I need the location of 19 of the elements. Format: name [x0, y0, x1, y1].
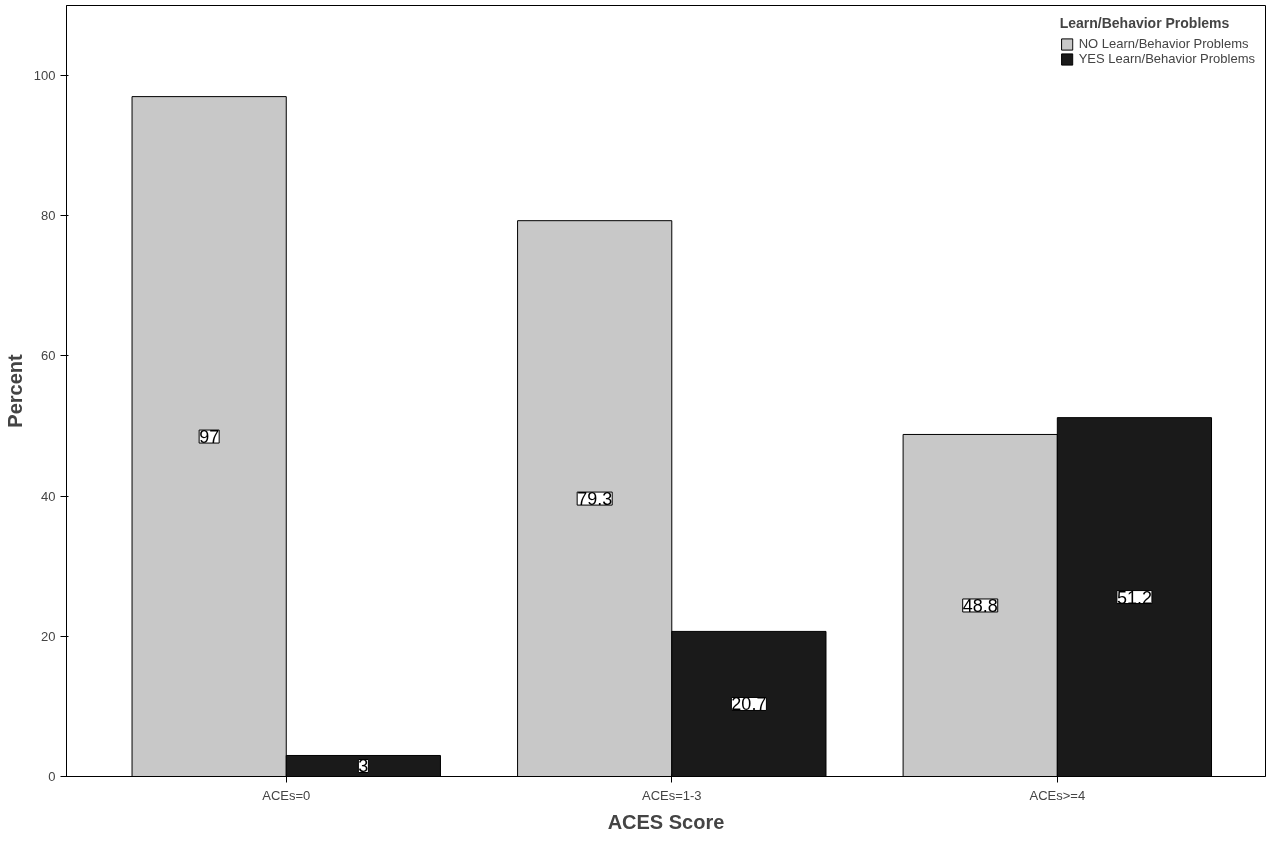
data-label: 20.7: [731, 694, 767, 715]
data-label: 51.2: [1116, 587, 1152, 608]
y-tick-label: 40: [41, 488, 56, 504]
y-tick-label: 60: [41, 348, 56, 364]
x-axis-title: ACES Score: [607, 810, 725, 833]
x-tick-label: ACEs=1-3: [641, 787, 702, 803]
legend-title: Learn/Behavior Problems: [1059, 15, 1231, 31]
data-label: 79.3: [577, 489, 613, 510]
y-tick-label: 20: [41, 628, 56, 644]
legend-label: YES Learn/Behavior Problems: [1078, 51, 1255, 66]
data-label: 48.8: [962, 595, 998, 616]
x-tick-label: ACEs=0: [262, 787, 311, 803]
y-tick-label: 80: [41, 208, 56, 224]
y-axis-title: Percent: [3, 353, 26, 428]
legend-label: NO Learn/Behavior Problems: [1078, 36, 1249, 51]
x-tick-label: ACEs>=4: [1029, 787, 1086, 803]
y-tick-label: 100: [33, 68, 56, 84]
data-label: 97: [199, 427, 220, 448]
y-tick-label: 0: [48, 769, 56, 784]
